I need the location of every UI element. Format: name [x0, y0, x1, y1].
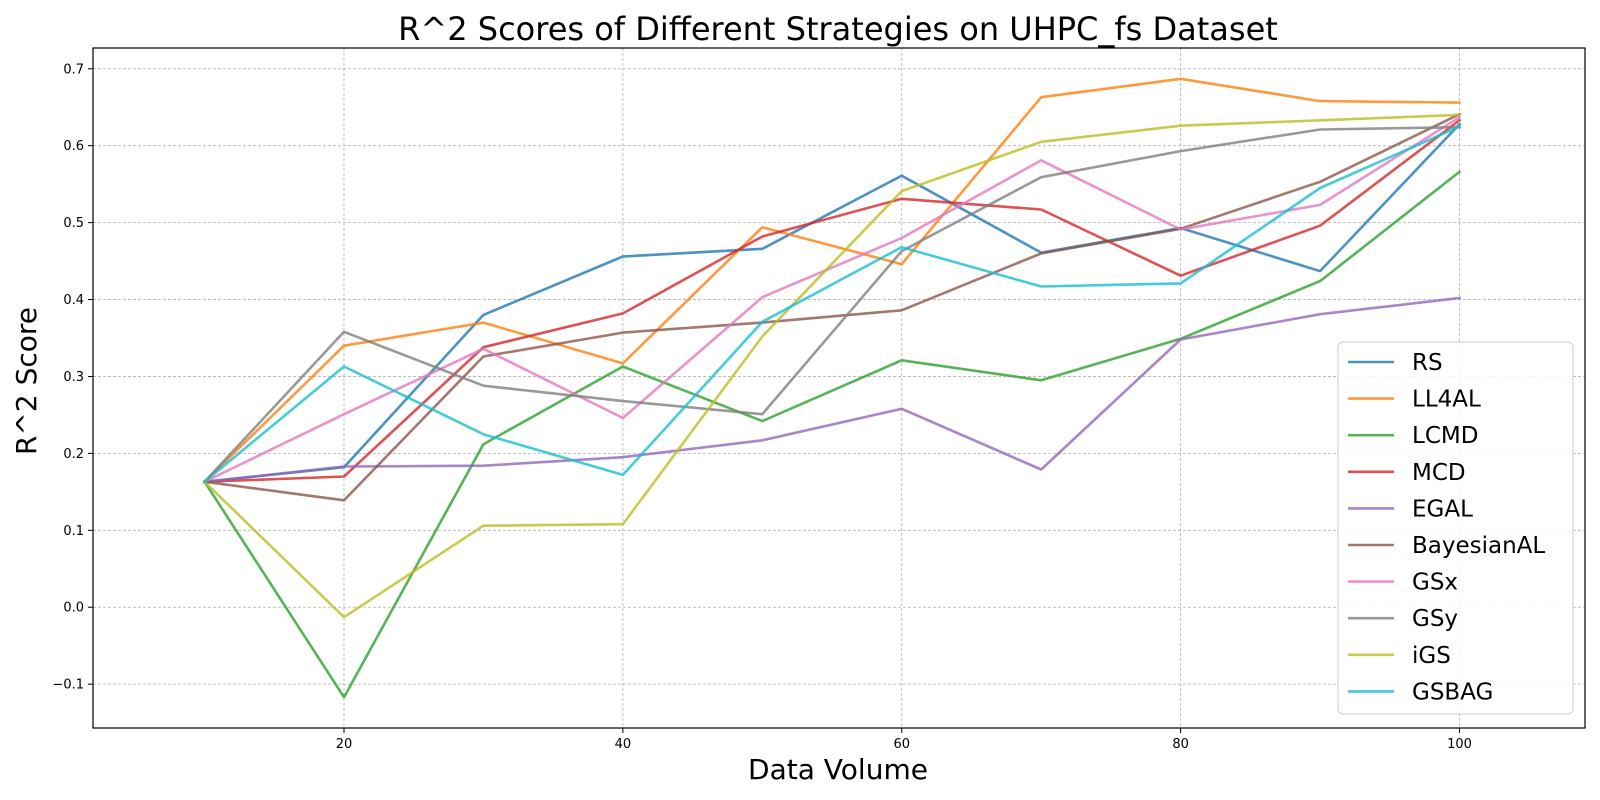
x-tick-label: 100	[1447, 737, 1472, 752]
legend-box	[1337, 341, 1574, 715]
series-line-gsx	[202, 115, 1462, 484]
x-tick-label: 20	[336, 737, 353, 752]
series-line-igs	[202, 113, 1461, 619]
grid	[93, 48, 1585, 728]
legend-label-rs: RS	[1412, 350, 1443, 376]
y-tick-label: 0.5	[63, 216, 84, 231]
plot-frame	[92, 47, 1586, 729]
y-tick-label: 0.1	[63, 524, 84, 539]
series-line-egal	[203, 296, 1461, 484]
legend-label-gsx: GSx	[1412, 570, 1458, 596]
y-tick-label: 0.4	[63, 293, 84, 308]
y-axis-ticks: −0.1 0.0 0.1 0.2 0.3 0.4 0.5 0.6 0.7	[52, 62, 93, 693]
x-tick-label: 40	[615, 737, 632, 752]
y-tick-label: 0.6	[63, 139, 84, 154]
series-line-bayesianal	[203, 112, 1462, 502]
y-tick-label: 0.3	[63, 370, 84, 385]
legend-label-igs: iGS	[1412, 643, 1451, 669]
series-line-gsbag	[202, 124, 1462, 484]
x-axis-ticks: 20 40 60 80 100	[336, 728, 1472, 752]
legend-label-lcmd: LCMD	[1412, 423, 1478, 449]
legend-label-bayesianal: BayesianAL	[1412, 533, 1545, 559]
series-line-mcd	[203, 118, 1462, 484]
legend-label-egal: EGAL	[1412, 496, 1473, 522]
legend-label-gsbag: GSBAG	[1412, 679, 1493, 705]
series-lines	[202, 77, 1462, 699]
legend-label-ll4al: LL4AL	[1412, 387, 1481, 413]
series-line-ll4al	[202, 77, 1461, 484]
y-tick-label: 0.7	[63, 62, 84, 77]
x-tick-label: 60	[893, 737, 910, 752]
legend: RS LL4AL LCMD MCD EGAL BayesianAL GSx GSy iGS GSB…	[1337, 341, 1574, 715]
x-tick-label: 80	[1172, 737, 1189, 752]
y-axis-label: R^2 Score	[10, 307, 43, 455]
legend-label-mcd: MCD	[1412, 460, 1466, 486]
y-tick-label: 0.2	[63, 447, 84, 462]
y-tick-label: −0.1	[52, 678, 84, 693]
legend-label-gsy: GSy	[1412, 606, 1458, 632]
y-tick-label: 0.0	[63, 601, 84, 616]
chart-title: R^2 Scores of Different Strategies on UH…	[398, 10, 1278, 48]
series-line-gsy	[202, 125, 1461, 484]
x-axis-label: Data Volume	[748, 753, 928, 786]
